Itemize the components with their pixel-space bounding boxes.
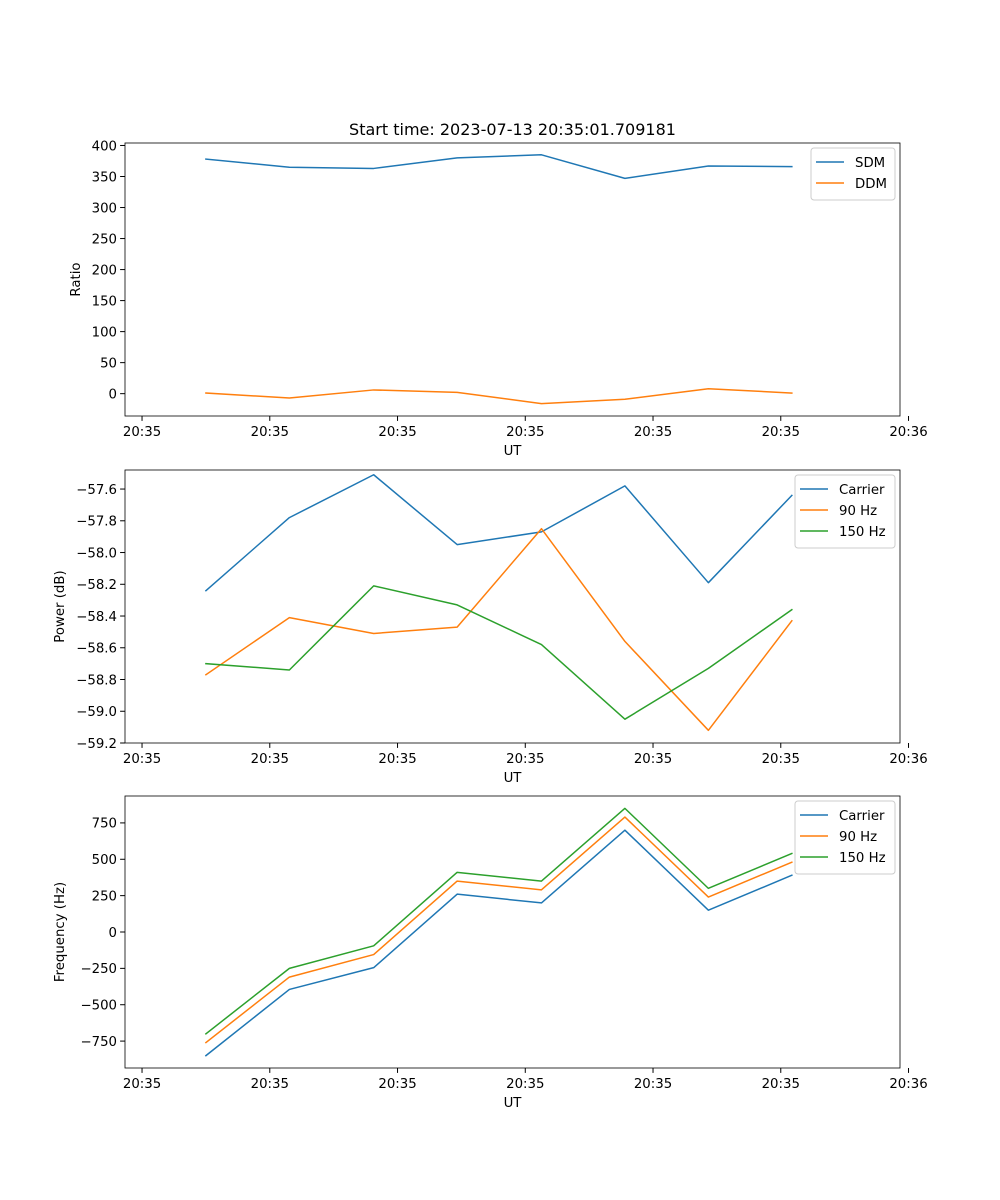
chart-2-y-axis-label: Frequency (Hz): [53, 882, 68, 982]
chart-1-y-axis-label: Power (dB): [53, 570, 68, 642]
chart-1-legend: Carrier 90 Hz 150 Hz: [794, 474, 896, 549]
chart-2-y-tick-label: −750: [80, 1035, 117, 1050]
chart-1-x-tick-label: 20:35: [506, 752, 544, 767]
chart-0-y-tick-label: 150: [92, 294, 117, 309]
chart-1-y-tick-label: −59.2: [76, 737, 117, 752]
chart-0-x-tick-label: 20:36: [889, 425, 927, 440]
chart-0-y-tick-label: 300: [92, 201, 117, 216]
chart-2-x-tick-label: 20:35: [123, 1077, 161, 1092]
chart-2-series-150-hz-line: [204, 807, 793, 1035]
chart-0-legend-label-ddm: DDM: [855, 177, 887, 192]
chart-2-legend-label-90-hz: 90 Hz: [839, 830, 877, 845]
chart-1-x-axis-label: UT: [504, 771, 523, 786]
chart-0-legend-box: [810, 147, 896, 201]
chart-1-x-tick-label: 20:35: [123, 752, 161, 767]
chart-2-legend-label-150-hz: 150 Hz: [839, 851, 886, 866]
chart-1-y-tick-label: −58.2: [76, 578, 117, 593]
chart-0-series-sdm-line: [205, 154, 793, 180]
chart-0-y-tick-label: 100: [92, 325, 117, 340]
chart-0-y-tick-label: 50: [100, 356, 117, 371]
chart-2-y-tick-label: −250: [80, 962, 117, 977]
chart-2-x-tick-label: 20:35: [634, 1077, 672, 1092]
chart-1-y-tick-label: −58.8: [76, 673, 117, 688]
chart-2-y-tick-label: 500: [92, 853, 117, 868]
chart-1-y-tick-label: −58.4: [76, 610, 117, 625]
chart-0-x-tick-label: 20:35: [762, 425, 800, 440]
chart-1-series-carrier-line: [204, 474, 793, 592]
chart-2-series-90-hz-line: [204, 816, 793, 1044]
chart-0-x-tick-label: 20:35: [378, 425, 416, 440]
chart-2-series-carrier-line: [204, 829, 793, 1057]
chart-0-legend: SDM DDM: [810, 147, 896, 201]
chart-0-y-tick-label: 400: [92, 139, 117, 154]
chart-1-legend-label-carrier: Carrier: [839, 483, 885, 498]
frequency-panel: 20:35 20:35 20:35 20:35 20:35 20:35 20:36 −750 −…: [53, 795, 928, 1111]
chart-0-y-tick-label: 350: [92, 170, 117, 185]
chart-1-series-150-hz-line: [205, 585, 793, 720]
chart-0-x-tick-label: 20:35: [251, 425, 289, 440]
chart-2-y-tick-label: −500: [80, 999, 117, 1014]
chart-2-x-tick-label: 20:35: [251, 1077, 289, 1092]
chart-0-x-tick-label: 20:35: [506, 425, 544, 440]
chart-1-legend-label-150-hz: 150 Hz: [839, 525, 886, 540]
chart-1-legend-label-90-hz: 90 Hz: [839, 504, 877, 519]
chart-0-y-tick-label: 0: [109, 387, 117, 402]
chart-2-axes-frame: [124, 795, 901, 1069]
chart-1-x-tick-label: 20:35: [634, 752, 672, 767]
chart-1-x-tick-label: 20:35: [762, 752, 800, 767]
chart-0-title: Start time: 2023-07-13 20:35:01.709181: [349, 120, 676, 139]
chart-2-legend-box: [794, 800, 896, 875]
chart-1-series-90-hz-line: [204, 527, 793, 732]
chart-1-legend-box: [794, 474, 896, 549]
chart-2-x-tick-label: 20:35: [378, 1077, 416, 1092]
chart-1-y-tick-label: −57.6: [76, 483, 117, 498]
chart-0-y-axis-label: Ratio: [69, 262, 84, 296]
chart-0-y-tick-label: 250: [92, 232, 117, 247]
chart-1-y-tick-label: −59.0: [76, 705, 117, 720]
chart-2-x-axis-label: UT: [504, 1096, 523, 1111]
chart-1-x-tick-label: 20:35: [251, 752, 289, 767]
chart-2-y-tick-label: 0: [109, 926, 117, 941]
chart-0-axes-frame: [124, 142, 901, 417]
chart-2-x-tick-label: 20:35: [762, 1077, 800, 1092]
ratio-panel: Start time: 2023-07-13 20:35:01.709181 20…: [69, 120, 928, 459]
chart-0-series-ddm-line: [205, 387, 793, 405]
chart-1-x-tick-label: 20:36: [889, 752, 927, 767]
chart-0-x-axis-label: UT: [504, 444, 523, 459]
chart-1-y-tick-label: −57.8: [76, 515, 117, 530]
chart-2-x-tick-label: 20:36: [889, 1077, 927, 1092]
power-panel: 20:35 20:35 20:35 20:35 20:35 20:35 20:36 −59.2…: [53, 469, 928, 786]
chart-1-y-tick-label: −58.0: [76, 546, 117, 561]
chart-2-y-tick-label: 250: [92, 889, 117, 904]
chart-1-axes-frame: [124, 469, 901, 744]
chart-2-legend: Carrier 90 Hz 150 Hz: [794, 800, 896, 875]
chart-2-x-tick-label: 20:35: [506, 1077, 544, 1092]
chart-2-legend-label-carrier: Carrier: [839, 809, 885, 824]
chart-2-y-tick-label: 750: [92, 817, 117, 832]
chart-0-legend-label-sdm: SDM: [855, 156, 885, 171]
chart-0-x-tick-label: 20:35: [634, 425, 672, 440]
chart-0-x-tick-label: 20:35: [123, 425, 161, 440]
chart-1-x-tick-label: 20:35: [378, 752, 416, 767]
chart-1-y-tick-label: −58.6: [76, 642, 117, 657]
chart-0-y-tick-label: 200: [92, 263, 117, 278]
